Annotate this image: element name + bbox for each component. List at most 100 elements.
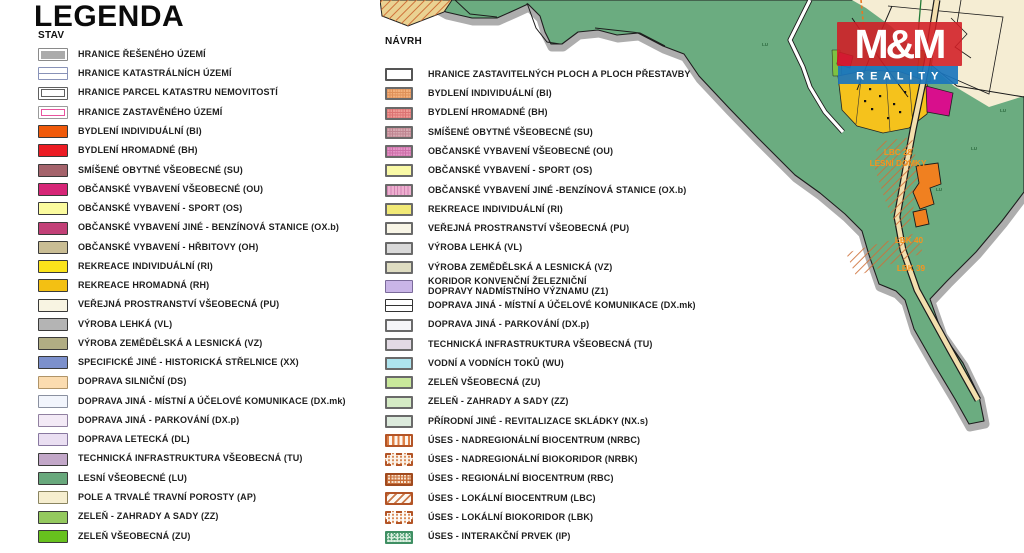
legend-label: BYDLENÍ INDIVIDUÁLNÍ (BI) (78, 125, 202, 136)
map-label-lu: LU (762, 42, 769, 47)
legend-row: HRANICE ŘEŠENÉHO ÚZEMÍ (38, 45, 346, 64)
legend-row: SMÍŠENÉ OBYTNÉ VŠEOBECNÉ (SU) (38, 161, 346, 180)
legend-row: KORIDOR KONVENČNÍ ŽELEZNIČNÍ DOPRAVY NAD… (385, 276, 696, 296)
legend-row: BYDLENÍ INDIVIDUÁLNÍ (BI) (38, 122, 346, 141)
legend-swatch (385, 376, 413, 390)
legend-swatch (38, 182, 68, 196)
legend-label: VÝROBA LEHKÁ (VL) (78, 318, 173, 329)
legend-row: OBČANSKÉ VYBAVENÍ - SPORT (OS) (385, 161, 696, 180)
legend-row: REKREACE INDIVIDUÁLNÍ (RI) (38, 257, 346, 276)
legend-label: OBČANSKÉ VYBAVENÍ - SPORT (OS) (78, 203, 243, 214)
legend-row: DOPRAVA JINÁ - PARKOVÁNÍ (DX.p) (38, 411, 346, 430)
legend-row: ÚSES - LOKÁLNÍ BIOKORIDOR (LBK) (385, 508, 696, 527)
legend-swatch (385, 202, 413, 216)
hatch-corner (380, 0, 452, 26)
legend-swatch (38, 471, 68, 485)
building-marks (864, 88, 907, 120)
legend-row: TECHNICKÁ INFRASTRUKTURA VŠEOBECNÁ (TU) (385, 335, 696, 354)
legend-label: OBČANSKÉ VYBAVENÍ VŠEOBECNÉ (OU) (78, 183, 264, 194)
legend-swatch (38, 67, 68, 81)
legend-swatch (38, 433, 68, 447)
legend-row: VÝROBA ZEMĚDĚLSKÁ A LESNICKÁ (VZ) (385, 258, 696, 277)
legend-row: ÚSES - NADREGIONÁLNÍ BIOKORIDOR (NRBK) (385, 450, 696, 469)
logo-blue-bar (838, 66, 958, 84)
legend-swatch (385, 453, 413, 467)
legend-row: POLE A TRVALÉ TRAVNÍ POROSTY (AP) (38, 488, 346, 507)
legend-swatch (38, 125, 68, 139)
legend-row: LESNÍ VŠEOBECNÉ (LU) (38, 469, 346, 488)
legend-label: VÝROBA ZEMĚDĚLSKÁ A LESNICKÁ (VZ) (78, 337, 263, 348)
logo-mm-text: M&M (855, 21, 945, 67)
legend-swatch (385, 491, 413, 505)
road-secondary (788, 0, 845, 134)
legend-swatch (385, 222, 413, 236)
legend-title: LEGENDA (34, 0, 185, 33)
legend-swatch (385, 260, 413, 274)
legend-label: KORIDOR KONVENČNÍ ŽELEZNIČNÍ DOPRAVY NAD… (428, 276, 609, 296)
legend-swatch (385, 414, 413, 428)
legend-row: OBČANSKÉ VYBAVENÍ JINÉ -BENZÍNOVÁ STANIC… (385, 181, 696, 200)
legend-row: ZELEŇ VŠEOBECNÁ (ZU) (385, 373, 696, 392)
map-label-lu: LU (936, 187, 943, 192)
legend-swatch (38, 414, 68, 428)
legend-row: ZELEŇ - ZAHRADY A SADY (ZZ) (38, 507, 346, 526)
legend-swatch (385, 106, 413, 120)
legend-label: SMÍŠENÉ OBYTNÉ VŠEOBECNÉ (SU) (78, 164, 243, 175)
legend-swatch (38, 163, 68, 177)
legend-label: ÚSES - REGIONÁLNÍ BIOCENTRUM (RBC) (428, 473, 614, 484)
legend-label: REKREACE INDIVIDUÁLNÍ (RI) (78, 260, 213, 271)
legend-row: DOPRAVA SILNIČNÍ (DS) (38, 373, 346, 392)
legend-row: OBČANSKÉ VYBAVENÍ VŠEOBECNÉ (OU) (38, 180, 346, 199)
legend-swatch (38, 510, 68, 524)
legend-label: HRANICE ŘEŠENÉHO ÚZEMÍ (78, 48, 206, 59)
legend-swatch (385, 511, 413, 525)
legend-row: VEŘEJNÁ PROSTRANSTVÍ VŠEOBECNÁ (PU) (385, 219, 696, 238)
legend-label: HRANICE KATASTRÁLNÍCH ÚZEMÍ (78, 68, 232, 79)
map-label-lu: LU (971, 146, 978, 151)
legend-swatch (385, 337, 413, 351)
legend-row: ÚSES - NADREGIONÁLNÍ BIOCENTRUM (NRBC) (385, 431, 696, 450)
legend-swatch (385, 299, 413, 313)
swatch-inner (40, 108, 66, 117)
map-label-lbc28: LBC 28 (884, 148, 913, 157)
legend-section-navrh: HRANICE ZASTAVITELNÝCH PLOCH A PLOCH PŘE… (385, 65, 696, 547)
legend-swatch (385, 183, 413, 197)
legend-swatch (385, 395, 413, 409)
map-label-lesni-domky: LESNÍ DOMKY (870, 158, 927, 168)
legend-label: HRANICE PARCEL KATASTRU NEMOVITOSTÍ (78, 87, 278, 98)
parcel-line (887, 5, 1004, 95)
legend-row: OBČANSKÉ VYBAVENÍ - SPORT (OS) (38, 199, 346, 218)
orange-buildings (912, 162, 942, 210)
legend-label: ÚSES - NADREGIONÁLNÍ BIOKORIDOR (NRBK) (428, 454, 638, 465)
legend-label: VEŘEJNÁ PROSTRANSTVÍ VŠEOBECNÁ (PU) (78, 299, 280, 310)
legend-label: SMÍŠENÉ OBYTNÉ VŠEOBECNÉ (SU) (428, 126, 593, 137)
legend-label: TECHNICKÁ INFRASTRUKTURA VŠEOBECNÁ (TU) (78, 453, 303, 464)
legend-swatch (38, 240, 68, 254)
legend-swatch (385, 125, 413, 139)
legend-label: ZELEŇ VŠEOBECNÁ (ZU) (78, 530, 191, 541)
legend-label: OBČANSKÉ VYBAVENÍ JINÉ -BENZÍNOVÁ STANIC… (428, 184, 687, 195)
legend-row: BYDLENÍ INDIVIDUÁLNÍ (BI) (385, 84, 696, 103)
legend-label: PŘÍRODNÍ JINÉ - REVITALIZACE SKLÁDKY (NX… (428, 415, 649, 426)
legend-label: REKREACE HROMADNÁ (RH) (78, 280, 210, 291)
legend-label: ÚSES - LOKÁLNÍ BIOCENTRUM (LBC) (428, 492, 596, 503)
legend-swatch (385, 530, 413, 544)
legend-label: OBČANSKÉ VYBAVENÍ VŠEOBECNÉ (OU) (428, 145, 614, 156)
legend-swatch (38, 337, 68, 351)
legend-row: ÚSES - INTERAKČNÍ PRVEK (IP) (385, 527, 696, 546)
legend-swatch (38, 452, 68, 466)
legend-section-stav: HRANICE ŘEŠENÉHO ÚZEMÍ HRANICE KATASTRÁLN… (38, 45, 346, 546)
legend-label: ZELEŇ - ZAHRADY A SADY (ZZ) (428, 396, 569, 407)
stav-heading: STAV (38, 30, 65, 41)
legend-row: BYDLENÍ HROMADNÉ (BH) (38, 141, 346, 160)
legend-row: HRANICE KATASTRÁLNÍCH ÚZEMÍ (38, 64, 346, 83)
legend-row: OBČANSKÉ VYBAVENÍ VŠEOBECNÉ (OU) (385, 142, 696, 161)
parcel-line (594, 27, 666, 47)
legend-swatch (38, 394, 68, 408)
legend-row: OBČANSKÉ VYBAVENÍ - HŘBITOVY (OH) (38, 238, 346, 257)
legend-row: REKREACE HROMADNÁ (RH) (38, 276, 346, 295)
legend-row: BYDLENÍ HROMADNÉ (BH) (385, 104, 696, 123)
legend-label: DOPRAVA JINÁ - MÍSTNÍ A ÚČELOVÉ KOMUNIKA… (428, 300, 696, 311)
legend-label: TECHNICKÁ INFRASTRUKTURA VŠEOBECNÁ (TU) (428, 338, 653, 349)
